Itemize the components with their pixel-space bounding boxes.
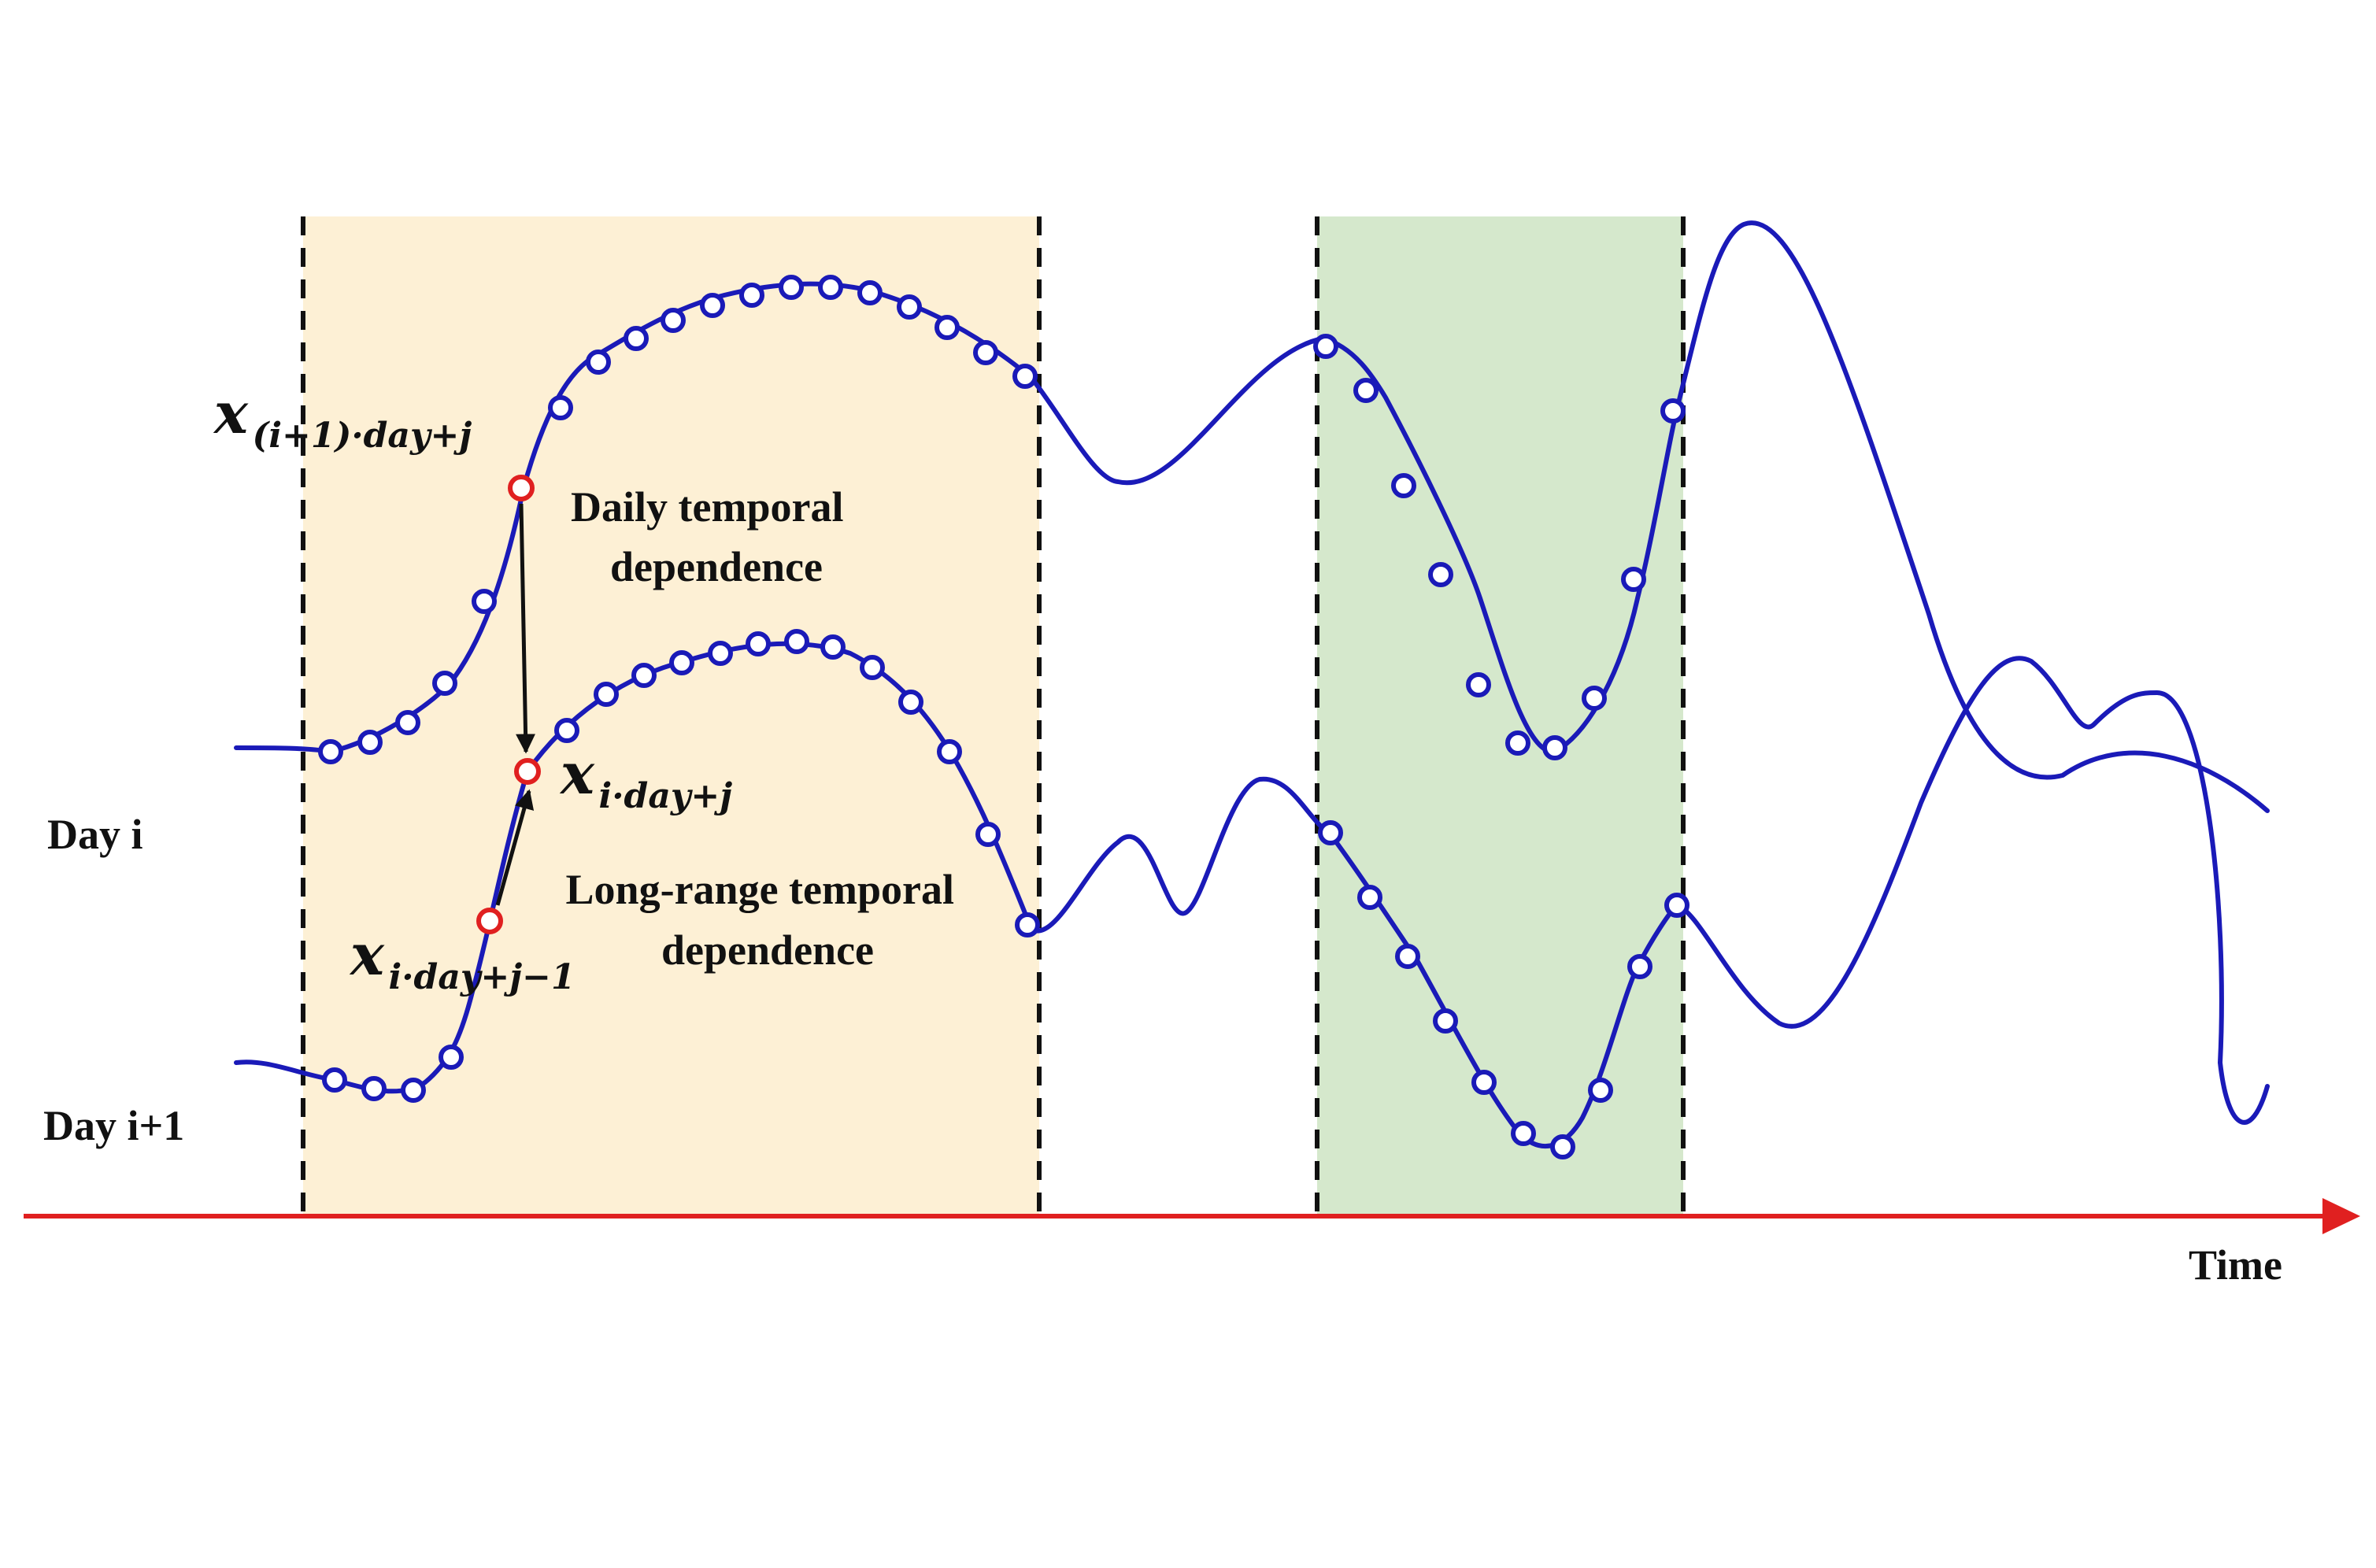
sample-point [1511,1121,1536,1146]
label-time-axis: Time [2189,1241,2282,1289]
math-label-x-current: x i·day+j [559,740,732,816]
sample-point [631,663,657,688]
target-point-prev-step [476,908,503,934]
sample-point [1391,473,1416,498]
sample-point [1471,1070,1497,1095]
math-base: x [559,740,595,807]
sample-point [1542,735,1567,760]
sample-point [973,340,998,365]
math-subscript: (i+1)·day+j [253,416,472,456]
target-point-current [514,758,541,785]
sample-point [975,822,1001,847]
sample-point [818,275,843,300]
sample-point [897,294,922,320]
sample-point [1505,730,1530,756]
target-point-prev-day [508,475,535,501]
math-base: x [349,921,385,988]
label-daily-dependence-line2: dependence [610,543,823,590]
sample-point [1660,398,1686,423]
math-label-x-prev-day: x (i+1)·day+j [213,379,472,456]
sample-point [708,641,733,666]
label-day-i-plus-1: Day i+1 [43,1102,184,1149]
daily-dependence-arrow [516,503,536,754]
sample-point [898,690,923,715]
sample-point [554,718,579,743]
label-long-range-dependence: Long-range temporal dependence [566,866,965,974]
sample-point [1588,1078,1613,1103]
sample-point [1318,820,1343,845]
math-subscript: i·day+j−1 [389,957,575,997]
sample-point [739,283,764,308]
sample-point [439,1045,464,1070]
sample-point [934,315,960,340]
label-daily-dependence-line1: Daily temporal [571,483,843,531]
sample-point [661,308,686,333]
sample-point [1313,334,1338,359]
series-curve-day-i [234,220,2270,813]
sample-point [548,395,573,420]
markers-day-i [318,275,1686,764]
long-range-dependence-arrow [495,789,535,906]
daily-window-region [303,216,1039,1216]
sample-point [1395,944,1420,969]
sample-point [1621,567,1646,592]
sample-point [1433,1008,1458,1034]
label-day-i: Day i [47,811,143,858]
sample-point [401,1078,426,1103]
recent-window-region [1317,216,1683,1216]
sample-point [586,349,611,375]
sample-point [1582,686,1607,711]
sample-point [937,739,962,764]
math-subscript: i·day+j [599,776,733,816]
label-daily-dependence: Daily temporal dependence [571,483,854,590]
label-long-range-dependence-line1: Long-range temporal [566,866,954,913]
sample-point [322,1067,347,1093]
sample-point [779,275,804,300]
sample-point [357,730,383,755]
markers-day-i-plus-1 [322,629,1689,1159]
label-long-range-dependence-line2: dependence [661,926,874,974]
sample-point [820,634,846,660]
sample-point [1015,912,1040,937]
sample-point [1466,672,1491,697]
sample-point [784,629,809,654]
sample-point [857,280,883,305]
sample-point [1428,562,1453,587]
sample-point [472,589,497,614]
sample-point [1664,893,1689,918]
sample-point [1627,954,1652,979]
time-axis-arrowhead [2322,1198,2360,1234]
sample-point [860,655,885,680]
sample-point [746,631,771,656]
math-base: x [213,379,249,446]
sample-point [669,650,694,675]
sample-point [1550,1134,1575,1159]
sample-point [1353,378,1379,403]
series-curve-day-i-plus-1 [234,641,2270,1149]
sample-point [594,682,619,707]
sample-point [700,293,725,318]
sample-point [395,710,420,735]
sample-point [318,739,343,764]
sample-point [1357,885,1382,910]
sample-point [624,326,649,351]
sample-point [361,1076,387,1101]
math-label-x-prev-step: x i·day+j−1 [349,921,575,997]
sample-point [432,671,457,696]
sample-point [1012,364,1038,389]
